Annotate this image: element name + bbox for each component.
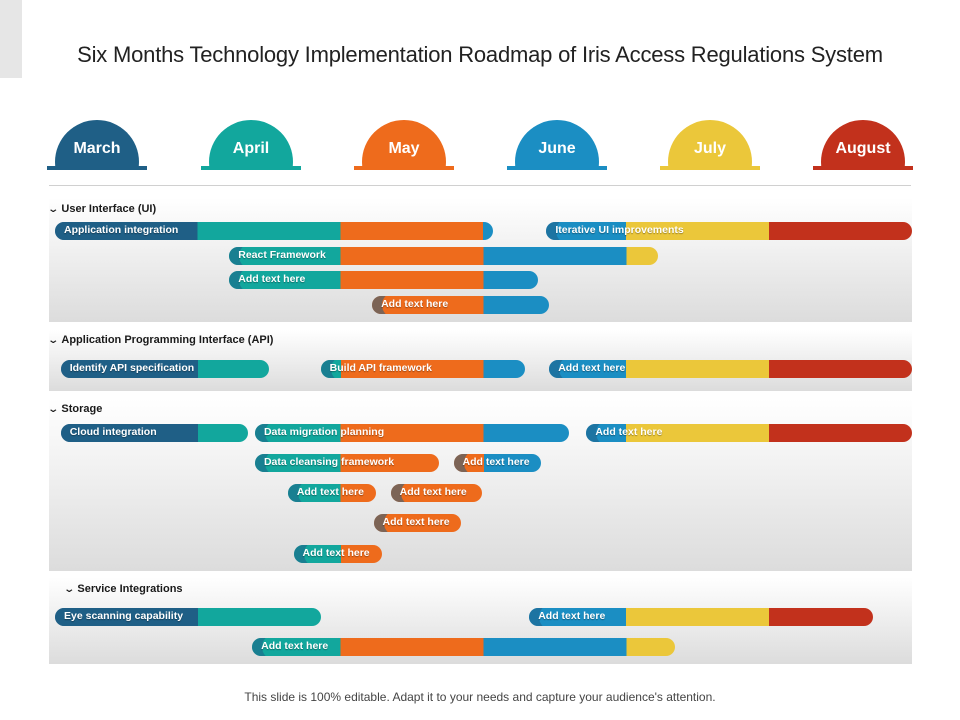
task-label: Add text here [538, 610, 606, 622]
task-label: Add text here [382, 516, 450, 528]
task-bar[interactable]: Add text here [252, 638, 675, 656]
month-underline [354, 166, 454, 170]
task-bar[interactable]: Identify API specification [60, 360, 270, 378]
section-title: User Interface (UI) [61, 203, 157, 215]
task-label: Add text here [381, 298, 449, 310]
task-label: Data cleansing framework [263, 456, 395, 468]
section-title: Storage [61, 403, 103, 415]
task-bar[interactable]: Data migration planning [254, 424, 570, 442]
task-label: Identify API specification [69, 362, 195, 374]
chevron-down-icon: ⌄ [63, 584, 76, 595]
section-header-api[interactable]: ⌄ Application Programming Interface (API) [47, 334, 274, 346]
task-bar[interactable]: Add text here [529, 608, 874, 626]
task-bar[interactable]: Add text here [390, 484, 483, 502]
task-label: Iterative UI improvements [555, 224, 684, 236]
task-label: Add text here [595, 426, 663, 438]
task-bar[interactable]: Add text here [229, 271, 538, 289]
task-label: Add text here [302, 547, 370, 559]
month-april: April [195, 120, 307, 230]
task-bar[interactable]: Add text here [586, 424, 912, 442]
month-july: July [654, 120, 766, 230]
month-underline [201, 166, 301, 170]
month-underline [47, 166, 147, 170]
month-march: March [41, 120, 153, 230]
month-june: June [501, 120, 613, 230]
section-title: Service Integrations [77, 583, 183, 595]
section-title: Application Programming Interface (API) [61, 334, 274, 346]
task-bar[interactable]: Add text here [549, 360, 912, 378]
month-label: March [73, 140, 121, 157]
task-bar[interactable]: Build API framework [320, 360, 525, 378]
month-underline [507, 166, 607, 170]
month-header-row: March April May June July August [0, 0, 960, 230]
task-bar[interactable]: Application integration [55, 222, 494, 240]
month-label: June [538, 140, 576, 157]
task-bar[interactable]: Add text here [453, 454, 541, 472]
month-may: May [348, 120, 460, 230]
section-header-storage[interactable]: ⌄ Storage [47, 403, 103, 415]
task-bar[interactable]: Add text here [287, 484, 377, 502]
task-label: Build API framework [329, 362, 432, 374]
task-bar[interactable]: Data cleansing framework [254, 454, 440, 472]
task-label: Add text here [296, 486, 364, 498]
month-august: August [807, 120, 919, 230]
task-bar[interactable]: Cloud integration [60, 424, 248, 442]
month-label: August [835, 140, 891, 157]
task-bar[interactable]: React Framework [229, 247, 658, 265]
corner-decoration [0, 0, 22, 78]
divider [49, 185, 911, 186]
task-label: Add text here [238, 273, 306, 285]
task-label: Data migration planning [263, 426, 385, 438]
page-title: Six Months Technology Implementation Roa… [77, 42, 883, 67]
section-header-service[interactable]: ⌄ Service Integrations [63, 583, 183, 595]
task-label: Cloud integration [69, 426, 157, 438]
chevron-down-icon: ⌄ [47, 204, 60, 215]
task-bar[interactable]: Add text here [373, 514, 461, 532]
task-bar[interactable]: Add text here [293, 545, 383, 563]
month-label: May [388, 140, 420, 157]
month-underline [813, 166, 913, 170]
task-bar[interactable]: Eye scanning capability [55, 608, 321, 626]
task-label: Add text here [462, 456, 530, 468]
month-label: July [693, 140, 726, 157]
task-label: Add text here [399, 486, 467, 498]
task-label: Add text here [261, 640, 329, 652]
task-label: Eye scanning capability [64, 610, 184, 622]
section-header-ui[interactable]: ⌄ User Interface (UI) [47, 203, 157, 215]
chevron-down-icon: ⌄ [47, 404, 60, 415]
month-label: April [232, 140, 270, 157]
footer-note: This slide is 100% editable. Adapt it to… [244, 690, 716, 704]
chevron-down-icon: ⌄ [47, 335, 60, 346]
task-label: Add text here [558, 362, 626, 374]
month-underline [660, 166, 760, 170]
task-label: React Framework [238, 249, 326, 261]
task-bar[interactable]: Iterative UI improvements [546, 222, 912, 240]
task-bar[interactable]: Add text here [372, 296, 550, 314]
task-label: Application integration [64, 224, 179, 236]
